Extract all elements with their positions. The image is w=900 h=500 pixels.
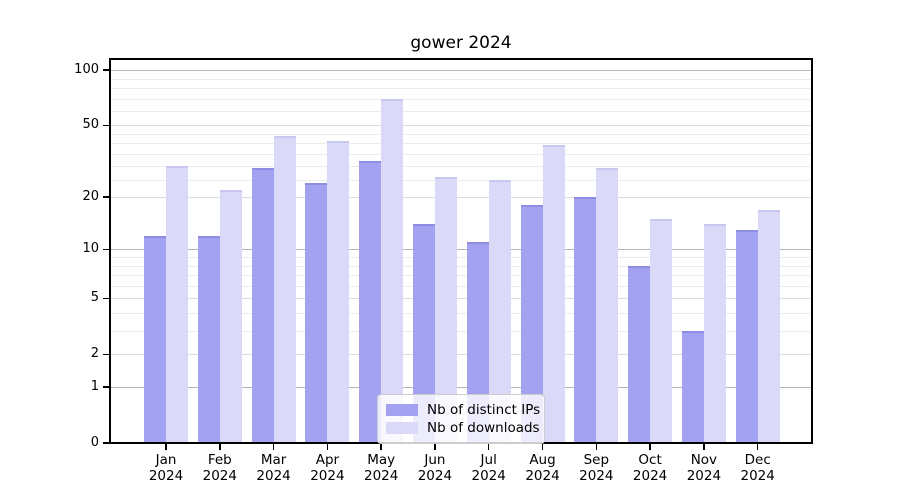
gridline-mid bbox=[110, 298, 812, 300]
y-tick-mark bbox=[103, 196, 110, 198]
y-tick-mark bbox=[103, 248, 110, 251]
gridline-minor bbox=[110, 285, 812, 287]
gridline-minor bbox=[110, 110, 812, 112]
gridline-minor bbox=[110, 98, 812, 100]
y-tick-label: 20 bbox=[82, 189, 99, 205]
gridline-minor bbox=[110, 88, 812, 89]
x-tick-label: Sep 2024 bbox=[579, 452, 614, 484]
gridline-minor bbox=[110, 313, 812, 314]
gridline-minor bbox=[110, 165, 812, 167]
bar-downloads-aug bbox=[542, 145, 565, 443]
bar-downloads-sep bbox=[596, 168, 619, 443]
bar-downloads-nov bbox=[703, 224, 726, 443]
legend-swatch-downloads bbox=[386, 422, 418, 434]
gridline-minor bbox=[110, 143, 812, 144]
gridline-minor bbox=[110, 179, 812, 181]
gridline-minor bbox=[110, 78, 812, 80]
legend-swatch-distinct-ips bbox=[386, 404, 418, 416]
x-tick-label: Aug 2024 bbox=[525, 452, 560, 484]
bar-downloads-may bbox=[381, 98, 404, 443]
x-tick-mark bbox=[272, 443, 275, 450]
legend: Nb of distinct IPs Nb of downloads bbox=[377, 394, 545, 444]
gridline-major bbox=[110, 249, 812, 251]
x-tick-label: Jul 2024 bbox=[471, 452, 506, 484]
y-tick-mark bbox=[103, 386, 110, 388]
x-tick-label: Dec 2024 bbox=[740, 452, 775, 484]
x-tick-mark bbox=[434, 443, 436, 450]
x-tick-label: Nov 2024 bbox=[686, 452, 722, 484]
bar-distinct-ips-dec bbox=[735, 229, 758, 443]
y-tick-label: 50 bbox=[82, 117, 99, 133]
bar-distinct-ips-nov bbox=[681, 331, 704, 443]
gridline-mid bbox=[110, 125, 812, 127]
gridline-minor bbox=[110, 153, 812, 155]
y-tick-label: 2 bbox=[90, 346, 99, 362]
gridline-mid bbox=[110, 197, 812, 199]
bar-distinct-ips-jul bbox=[466, 242, 489, 443]
y-tick-mark bbox=[103, 69, 110, 71]
bar-distinct-ips-sep bbox=[574, 197, 597, 443]
bar-downloads-apr bbox=[327, 141, 350, 443]
bar-downloads-oct bbox=[650, 219, 673, 443]
x-tick-label: Jan 2024 bbox=[148, 452, 184, 484]
gridline-major bbox=[110, 70, 812, 72]
chart-title: gower 2024 bbox=[410, 33, 512, 53]
x-tick-mark bbox=[703, 443, 705, 450]
y-tick-mark bbox=[103, 442, 110, 444]
x-tick-mark bbox=[595, 443, 598, 450]
y-tick-mark bbox=[103, 353, 110, 356]
y-tick-mark bbox=[103, 297, 110, 300]
x-tick-label: May 2024 bbox=[364, 452, 399, 484]
legend-item-distinct-ips: Nb of distinct IPs bbox=[386, 402, 540, 418]
x-tick-label: Feb 2024 bbox=[202, 452, 237, 484]
gridline-mid bbox=[110, 354, 812, 356]
bar-distinct-ips-feb bbox=[197, 235, 220, 443]
bar-downloads-mar bbox=[273, 135, 296, 443]
gridline-major bbox=[110, 387, 812, 388]
bar-distinct-ips-may bbox=[359, 160, 382, 443]
x-tick-mark bbox=[380, 443, 382, 450]
x-tick-mark bbox=[649, 443, 651, 450]
x-tick-mark bbox=[541, 443, 544, 450]
bar-downloads-feb bbox=[219, 189, 242, 443]
axis-spine-top bbox=[109, 58, 813, 60]
axis-spine-left bbox=[109, 58, 111, 444]
bar-distinct-ips-oct bbox=[628, 265, 651, 443]
plot-area bbox=[110, 59, 812, 443]
axis-spine-right bbox=[811, 58, 813, 444]
y-tick-label: 10 bbox=[82, 241, 99, 257]
gridline-minor bbox=[110, 331, 812, 332]
y-tick-label: 100 bbox=[74, 62, 99, 78]
x-tick-mark bbox=[326, 443, 329, 450]
legend-label-downloads: Nb of downloads bbox=[427, 420, 540, 436]
y-tick-label: 1 bbox=[90, 379, 99, 394]
x-tick-mark bbox=[219, 443, 221, 450]
legend-label-distinct-ips: Nb of distinct IPs bbox=[427, 402, 541, 418]
bar-downloads-jan bbox=[166, 165, 188, 443]
bar-downloads-jul bbox=[488, 179, 511, 443]
bar-downloads-dec bbox=[757, 209, 780, 443]
bar-distinct-ips-mar bbox=[251, 168, 274, 443]
x-tick-label: Oct 2024 bbox=[632, 452, 668, 484]
x-tick-mark bbox=[165, 443, 167, 450]
y-tick-mark bbox=[103, 124, 110, 127]
x-tick-mark bbox=[487, 443, 490, 450]
bar-distinct-ips-jan bbox=[144, 235, 166, 443]
legend-item-downloads: Nb of downloads bbox=[386, 420, 540, 436]
x-tick-label: Jun 2024 bbox=[417, 452, 453, 484]
y-tick-label: 5 bbox=[90, 290, 99, 306]
bar-downloads-jun bbox=[434, 176, 457, 443]
gridline-minor bbox=[110, 265, 812, 267]
x-tick-label: Apr 2024 bbox=[310, 452, 345, 484]
bar-distinct-ips-jun bbox=[412, 224, 435, 443]
x-tick-label: Mar 2024 bbox=[256, 452, 291, 484]
gridline-minor bbox=[110, 257, 812, 258]
gridline-minor bbox=[110, 133, 812, 135]
gridline-minor bbox=[110, 275, 812, 276]
x-tick-mark bbox=[756, 443, 759, 450]
y-tick-label: 0 bbox=[90, 435, 99, 450]
bar-distinct-ips-aug bbox=[520, 205, 543, 443]
bar-distinct-ips-apr bbox=[305, 183, 328, 443]
